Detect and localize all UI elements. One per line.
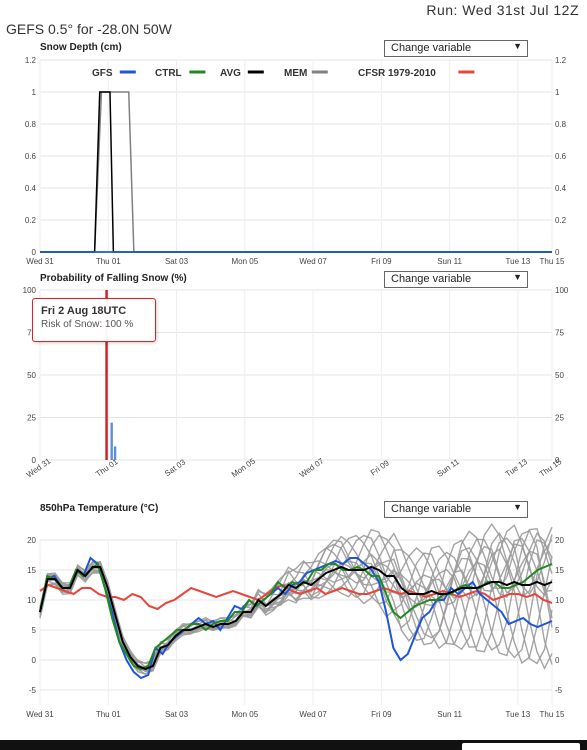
y-tick-label: 0 bbox=[32, 248, 37, 257]
legend-label: GFS bbox=[92, 68, 113, 79]
chart1-title: Snow Depth (cm) bbox=[40, 42, 122, 53]
probability-bar bbox=[105, 290, 108, 460]
chart2-title: Probability of Falling Snow (%) bbox=[40, 273, 187, 284]
y-tick-label-right: 10 bbox=[555, 596, 564, 605]
y-tick-label-right: 0 bbox=[555, 456, 560, 465]
x-tick-label: Fri 09 bbox=[369, 458, 391, 477]
y-tick-label: 0.4 bbox=[25, 184, 37, 193]
y-tick-label-right: 0.4 bbox=[555, 184, 567, 193]
probability-bar bbox=[113, 446, 117, 460]
y-tick-label-right: 0 bbox=[555, 656, 560, 665]
legend-label: CTRL bbox=[155, 68, 182, 79]
x-tick-label: Fri 09 bbox=[371, 710, 392, 719]
y-tick-label: 75 bbox=[27, 329, 36, 338]
chart3-variable-select[interactable]: Change variable ▼ bbox=[384, 501, 528, 518]
y-tick-label: 25 bbox=[27, 414, 36, 423]
temperature-chart: -5 -5 0 0 5 5 10 10 15 15 20 20 Wed 31 Thu 01 Sat 03 Mo… bbox=[26, 522, 565, 719]
y-tick-label-right: 15 bbox=[555, 566, 564, 575]
y-tick-label: 50 bbox=[27, 371, 36, 380]
y-tick-label-right: 1.2 bbox=[555, 56, 567, 65]
x-tick-label: Wed 07 bbox=[299, 257, 327, 266]
series-line-ctrl bbox=[39, 562, 553, 671]
hover-tooltip: Fri 2 Aug 18UTC Risk of Snow: 100 % bbox=[32, 298, 156, 342]
series-line-avg bbox=[39, 565, 553, 671]
select-label: Change variable bbox=[391, 42, 472, 54]
y-tick-label: 15 bbox=[27, 566, 36, 575]
y-tick-label: 10 bbox=[27, 596, 36, 605]
probability-bar bbox=[110, 422, 113, 460]
y-tick-label: 0 bbox=[32, 656, 37, 665]
y-tick-label-right: 0 bbox=[555, 248, 560, 257]
chevron-down-icon: ▼ bbox=[513, 41, 522, 51]
legend-label: AVG bbox=[220, 68, 241, 79]
x-tick-label: Sat 03 bbox=[165, 257, 189, 266]
x-tick-label: Wed 31 bbox=[25, 456, 53, 479]
legend-label: MEM bbox=[284, 68, 307, 79]
y-tick-label-right: 0.2 bbox=[555, 216, 567, 225]
location-title: GEFS 0.5° for -28.0N 50W bbox=[6, 21, 172, 37]
y-tick-label: 0.2 bbox=[25, 216, 37, 225]
y-tick-label-right: 1 bbox=[555, 88, 560, 97]
x-tick-label: Thu 01 bbox=[96, 257, 121, 266]
y-tick-label-right: -5 bbox=[555, 686, 563, 695]
y-tick-label-right: 50 bbox=[555, 371, 564, 380]
tooltip-date: Fri 2 Aug 18UTC bbox=[41, 305, 127, 317]
x-tick-label: Thu 15 bbox=[540, 257, 565, 266]
bottom-button[interactable] bbox=[462, 743, 580, 750]
series-line-mem-a bbox=[40, 91, 552, 253]
bottom-bar bbox=[0, 740, 587, 750]
chart2-variable-select[interactable]: Change variable ▼ bbox=[384, 271, 528, 288]
x-tick-label: Sun 11 bbox=[437, 710, 462, 719]
x-tick-label: Thu 01 bbox=[96, 710, 121, 719]
y-tick-label-right: 5 bbox=[555, 626, 560, 635]
chevron-down-icon: ▼ bbox=[513, 502, 522, 512]
chevron-down-icon: ▼ bbox=[513, 272, 522, 282]
y-tick-label: 1.2 bbox=[25, 56, 37, 65]
x-tick-label: Mon 05 bbox=[231, 710, 258, 719]
x-tick-label: Sat 03 bbox=[165, 710, 189, 719]
series-line-cfsr bbox=[39, 583, 553, 611]
x-tick-label: Tue 13 bbox=[506, 710, 531, 719]
y-tick-label: 0 bbox=[32, 456, 37, 465]
y-tick-label-right: 25 bbox=[555, 414, 564, 423]
y-tick-label-right: 75 bbox=[555, 329, 564, 338]
x-tick-label: Thu 15 bbox=[540, 710, 565, 719]
select-label: Change variable bbox=[391, 273, 472, 285]
y-tick-label: 100 bbox=[23, 286, 37, 295]
x-tick-label: Tue 13 bbox=[506, 257, 531, 266]
chart1-variable-select[interactable]: Change variable ▼ bbox=[384, 40, 528, 57]
y-tick-label: -5 bbox=[29, 686, 37, 695]
y-tick-label: 5 bbox=[32, 626, 37, 635]
y-tick-label: 20 bbox=[27, 536, 36, 545]
y-tick-label-right: 0.8 bbox=[555, 120, 567, 129]
x-tick-label: Sun 11 bbox=[437, 257, 462, 266]
y-tick-label-right: 20 bbox=[555, 536, 564, 545]
tooltip-value: Risk of Snow: 100 % bbox=[41, 319, 134, 330]
x-tick-label: Wed 31 bbox=[26, 257, 54, 266]
x-tick-label: Fri 09 bbox=[371, 257, 392, 266]
y-tick-label-right: 100 bbox=[555, 286, 569, 295]
x-tick-label: Mon 05 bbox=[231, 257, 258, 266]
y-tick-label: 1 bbox=[32, 88, 37, 97]
y-tick-label: 0.8 bbox=[25, 120, 37, 129]
select-label: Change variable bbox=[391, 503, 472, 515]
snow-depth-chart: 0 0 0.2 0.2 0.4 0.4 0.6 0.6 0.8 0.8 1 1 1.2 1.2 Wed 31… bbox=[25, 56, 567, 266]
legend-label: CFSR 1979-2010 bbox=[358, 68, 436, 79]
y-tick-label: 0.6 bbox=[25, 152, 37, 161]
run-time-label: Run: Wed 31st Jul 12Z bbox=[426, 2, 579, 18]
y-tick-label-right: 0.6 bbox=[555, 152, 567, 161]
x-tick-label: Wed 31 bbox=[26, 710, 54, 719]
chart3-title: 850hPa Temperature (°C) bbox=[40, 503, 159, 514]
series-line-mem-b bbox=[40, 91, 552, 253]
x-tick-label: Wed 07 bbox=[299, 710, 327, 719]
